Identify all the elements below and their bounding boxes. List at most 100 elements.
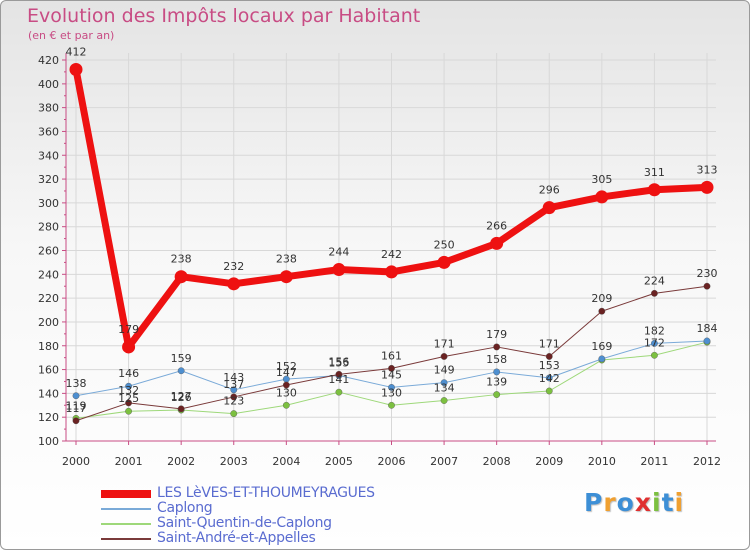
- data-point: [545, 387, 553, 395]
- data-label: 296: [539, 184, 560, 197]
- data-label: 139: [486, 376, 507, 389]
- y-tick-label: 420: [38, 54, 59, 67]
- data-point: [651, 339, 658, 347]
- legend-label: Saint-André-et-Appelles: [157, 530, 316, 546]
- data-label: 266: [486, 219, 507, 232]
- data-point: [230, 393, 238, 401]
- data-label: 311: [644, 166, 665, 179]
- data-point: [125, 399, 132, 407]
- logo-letter: i: [652, 488, 662, 517]
- y-tick-label: 260: [38, 245, 59, 258]
- x-tick-label: 2002: [167, 455, 195, 468]
- data-point: [282, 381, 290, 389]
- x-tick-label: 2007: [430, 455, 458, 468]
- data-point: [122, 340, 136, 354]
- data-label: 119: [66, 399, 87, 412]
- data-point: [125, 407, 132, 415]
- data-label: 127: [171, 390, 192, 403]
- y-tick-label: 340: [38, 149, 59, 162]
- data-point: [69, 63, 83, 77]
- x-tick-label: 2005: [325, 455, 353, 468]
- data-labels: 119 125 126 123 130 141 130 134 139 142 172 138 146 1…: [66, 46, 718, 415]
- y-tick-label: 320: [38, 173, 59, 186]
- data-label: 250: [434, 238, 455, 251]
- y-tick-label: 400: [38, 78, 59, 91]
- data-point: [177, 405, 185, 413]
- data-point: [385, 265, 398, 279]
- data-label: 125: [118, 392, 139, 405]
- legend-label: Saint-Quentin-de-Caplong: [157, 515, 332, 531]
- grid: [66, 53, 716, 442]
- data-label: 232: [223, 260, 244, 273]
- data-label: 153: [539, 359, 560, 372]
- data-point: [125, 382, 132, 390]
- chart-title: Evolution des Impôts locaux par Habitant: [27, 5, 421, 27]
- data-label: 313: [697, 163, 718, 176]
- legend-swatch: [101, 538, 151, 540]
- data-point: [542, 201, 556, 215]
- x-tick-label: 2004: [272, 455, 300, 468]
- data-label: 138: [66, 377, 87, 390]
- data-label: 145: [381, 368, 402, 381]
- data-label: 171: [434, 337, 455, 350]
- data-point: [282, 401, 290, 409]
- data-label: 242: [381, 248, 402, 261]
- data-label: 179: [486, 328, 507, 341]
- data-label: 238: [171, 253, 192, 266]
- data-point: [545, 353, 553, 360]
- data-point: [440, 353, 448, 360]
- x-tick-label: 2003: [220, 455, 248, 468]
- data-label: 158: [486, 353, 507, 366]
- data-label: 171: [539, 337, 560, 350]
- data-label: 230: [697, 267, 718, 280]
- data-label: 147: [276, 366, 297, 379]
- y-tick-label: 300: [38, 197, 59, 210]
- data-point: [493, 343, 501, 351]
- logo-letter: i: [674, 488, 685, 517]
- data-point: [493, 368, 501, 376]
- data-label: 130: [276, 386, 297, 399]
- y-tick-label: 120: [38, 411, 59, 424]
- data-label: 184: [697, 322, 718, 335]
- data-point: [703, 337, 711, 345]
- data-point: [647, 183, 661, 197]
- data-label: 130: [381, 386, 402, 399]
- data-label: 126: [171, 391, 192, 404]
- data-point: [440, 379, 448, 387]
- data-point: [703, 282, 711, 290]
- data-point: [651, 351, 658, 359]
- data-label: 132: [118, 384, 139, 397]
- data-label: 141: [328, 373, 349, 386]
- legend-swatch: [101, 523, 151, 525]
- logo-letter: t: [661, 488, 675, 517]
- data-point: [598, 307, 606, 315]
- y-tick-label: 160: [38, 364, 59, 377]
- data-point: [388, 384, 395, 391]
- data-label: 412: [66, 46, 87, 59]
- data-label: 146: [118, 367, 139, 380]
- logo-letter: o: [616, 488, 635, 517]
- y-tick-label: 100: [38, 435, 59, 448]
- x-tick-label: 2001: [115, 455, 143, 468]
- x-tick-label: 2010: [588, 455, 616, 468]
- y-tick-label: 200: [38, 316, 59, 329]
- data-point: [490, 236, 504, 250]
- series-group: [69, 63, 714, 425]
- proxiti-logo: Proxiti: [584, 488, 684, 517]
- data-label: 224: [644, 274, 665, 287]
- legend-label: Caplong: [157, 500, 213, 516]
- x-tick-label: 2000: [62, 455, 90, 468]
- data-point: [177, 367, 185, 375]
- legend-swatch: [101, 508, 151, 510]
- logo-letter: r: [603, 488, 617, 517]
- data-label: 172: [644, 336, 665, 349]
- data-point: [335, 388, 343, 396]
- data-point: [700, 180, 714, 194]
- data-label: 305: [591, 173, 612, 186]
- data-point: [388, 364, 395, 372]
- x-tick-label: 2012: [693, 455, 721, 468]
- logo-letter: x: [634, 488, 652, 517]
- data-label: 179: [118, 323, 139, 336]
- legend-label: LES LèVES-ET-THOUMEYRAGUES: [157, 485, 375, 501]
